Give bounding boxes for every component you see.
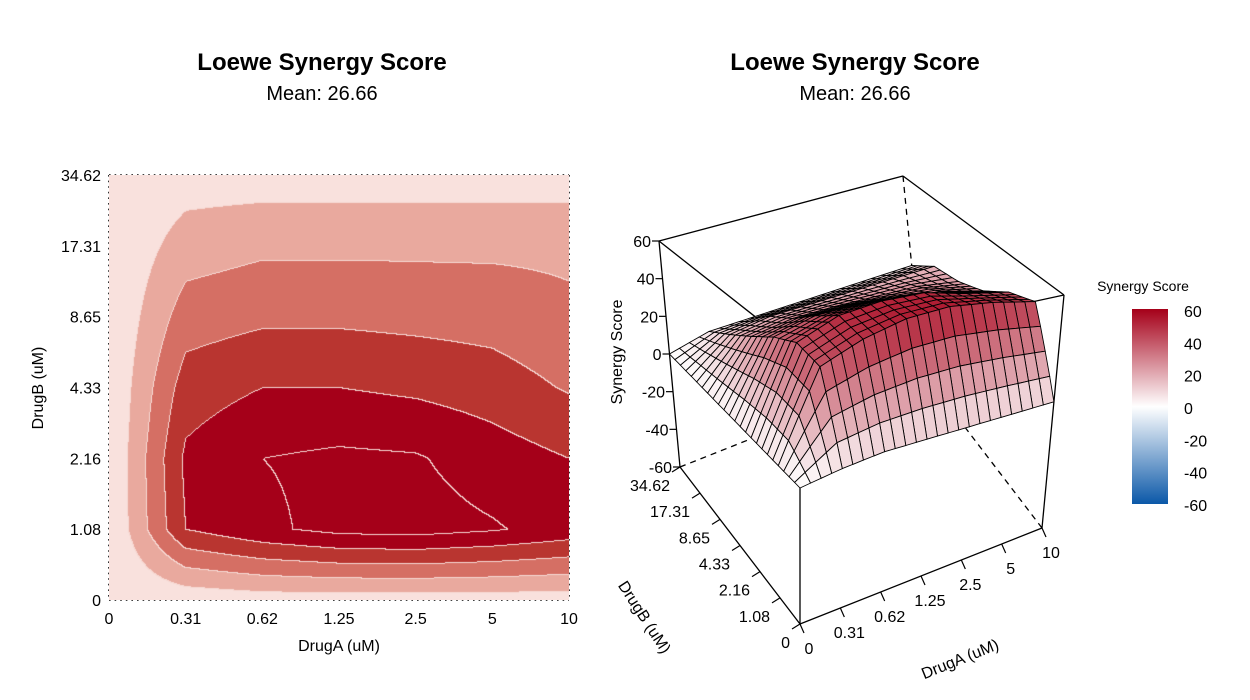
- x-tick-label: 1.25: [914, 593, 945, 610]
- x-tick-label: 2.5: [405, 611, 427, 628]
- legend-tick-labels: 60 40 20 0 -20 -40 -60: [1184, 304, 1207, 515]
- y-tick: [671, 466, 681, 473]
- surface-facet: [793, 471, 812, 489]
- left-title: Loewe Synergy Score: [197, 49, 446, 76]
- z-tick-label: 0: [653, 347, 662, 364]
- y-tick: [691, 492, 701, 499]
- legend-colorbar: [1132, 309, 1168, 504]
- left-subtitle: Mean: 26.66: [266, 83, 377, 105]
- y-tick-label: 34.62: [630, 478, 670, 495]
- x-tick-label: 10: [560, 611, 578, 628]
- contour-x-axis-label: DrugA (uM): [298, 638, 380, 655]
- y-tick: [751, 571, 761, 578]
- surface-mesh: [668, 264, 1055, 489]
- right-title: Loewe Synergy Score: [730, 49, 979, 76]
- x-tick-label: 0: [805, 641, 814, 658]
- box-edge: [1041, 294, 1065, 529]
- x-tick-label: 0.62: [874, 609, 905, 626]
- surface-y-axis-label: DrugB (uM): [614, 578, 673, 657]
- z-tick-label: -60: [649, 460, 672, 477]
- x-tick-label: 10: [1042, 545, 1060, 562]
- right-subtitle: Mean: 26.66: [799, 83, 910, 105]
- x-tick: [880, 591, 886, 602]
- x-tick: [960, 559, 966, 570]
- y-tick: [791, 623, 801, 630]
- legend-tick-label: 60: [1184, 304, 1202, 321]
- x-tick-label: 2.5: [959, 577, 981, 594]
- y-tick: [771, 597, 781, 604]
- y-tick-label: 2.16: [70, 451, 101, 468]
- legend-tick-label: 40: [1184, 336, 1202, 353]
- x-tick: [839, 607, 845, 618]
- y-tick-label: 1.08: [70, 522, 101, 539]
- x-tick-label: 0.62: [247, 611, 278, 628]
- legend-tick-label: 20: [1184, 369, 1202, 386]
- y-tick-label: 2.16: [719, 583, 750, 600]
- y-tick-label: 0: [781, 635, 790, 652]
- y-tick-label: 8.65: [70, 310, 101, 327]
- x-tick-label: 1.25: [323, 611, 354, 628]
- z-tick-label: 20: [640, 309, 658, 326]
- x-tick-label: 5: [488, 611, 497, 628]
- box-edge: [658, 175, 904, 242]
- y-tick: [731, 544, 741, 552]
- y-tick-label: 17.31: [61, 239, 101, 256]
- x-tick-label: 0.31: [170, 611, 201, 628]
- box-edge: [902, 175, 1065, 296]
- legend-tick-label: -60: [1184, 498, 1207, 515]
- y-tick-label: 8.65: [679, 530, 710, 547]
- surface-axes: -60 -40 -20 0 20 40 60 0 0.31 0.62 1.25 2.5 5 10 0 1.08…: [630, 234, 1060, 658]
- z-tick-label: 60: [633, 234, 651, 251]
- legend-tick-label: -40: [1184, 466, 1207, 483]
- legend-title: Synergy Score: [1097, 278, 1189, 294]
- x-tick: [799, 623, 805, 634]
- z-tick-label: -40: [645, 422, 668, 439]
- x-tick: [1041, 527, 1047, 538]
- contour-fill: [109, 175, 569, 600]
- x-tick-label: 0: [105, 611, 114, 628]
- z-tick-label: -20: [642, 385, 665, 402]
- x-tick: [920, 575, 926, 586]
- y-tick-label: 1.08: [739, 609, 770, 626]
- legend-tick-label: -20: [1184, 433, 1207, 450]
- x-tick-label: 0.31: [834, 625, 865, 642]
- surface-x-axis-label: DrugA (uM): [919, 637, 1001, 683]
- y-tick-label: 4.33: [70, 381, 101, 398]
- contour-y-axis-label: DrugB (uM): [30, 347, 47, 430]
- x-tick: [1001, 543, 1007, 554]
- x-tick-label: 5: [1006, 561, 1015, 578]
- y-tick: [711, 518, 721, 525]
- y-tick-label: 4.33: [699, 557, 730, 574]
- surface-z-axis-label: Synergy Score: [609, 299, 626, 404]
- y-tick-label: 34.62: [61, 168, 101, 185]
- y-tick-label: 17.31: [650, 504, 690, 521]
- y-tick-label: 0: [92, 593, 101, 610]
- contour-tick-labels: 0 0.31 0.62 1.25 2.5 5 10 0 1.08 2.16 4.33 8.65 17.3…: [61, 168, 578, 628]
- legend-tick-label: 0: [1184, 401, 1193, 418]
- z-tick-label: 40: [637, 272, 655, 289]
